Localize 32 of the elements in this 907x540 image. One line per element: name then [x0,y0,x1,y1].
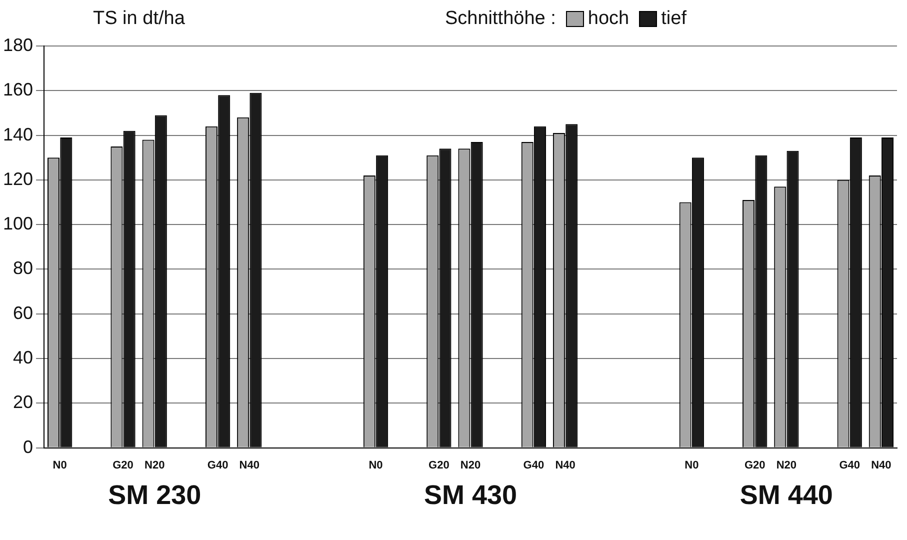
legend-title: Schnitthöhe : [445,8,556,30]
y-tick-label: 120 [2,168,34,189]
x-tick-label: G40 [207,459,228,472]
text: SM 430 [424,480,518,510]
x-tick-label: N40 [239,459,260,472]
legend-label: tief [661,8,686,30]
x-tick-label: N40 [871,459,892,472]
y-tick-label: 40 [13,347,34,368]
x-tick-label: G20 [428,459,450,472]
x-tick-label: N40 [555,459,576,472]
y-tick-label: 60 [13,302,34,323]
y-tick-label: 80 [13,258,34,278]
x-tick-label: N20 [144,459,165,472]
x-tick-label: N0 [684,459,699,472]
y-tick-label: 180 [2,34,34,55]
y-axis-title: TS in dt/ha [93,8,185,30]
x-tick-label: N20 [776,459,797,472]
y-tick-label: 100 [2,214,34,234]
x-tick-label: G40 [839,459,860,472]
y-tick-label: 160 [2,80,34,100]
x-tick-label: N20 [460,459,481,472]
x-tick-label: N0 [368,459,383,472]
x-tick-label: G20 [112,459,134,472]
y-tick-label: 20 [13,392,34,412]
y-tick-label: 140 [2,124,34,144]
x-tick-label: G40 [523,459,544,472]
y-tick-label: 0 [23,436,34,457]
legend-label: hoch [588,8,630,30]
x-tick-label: N0 [52,459,67,472]
x-tick-label: G20 [744,459,766,472]
text: SM 440 [740,480,833,510]
text: SM 230 [108,480,202,510]
